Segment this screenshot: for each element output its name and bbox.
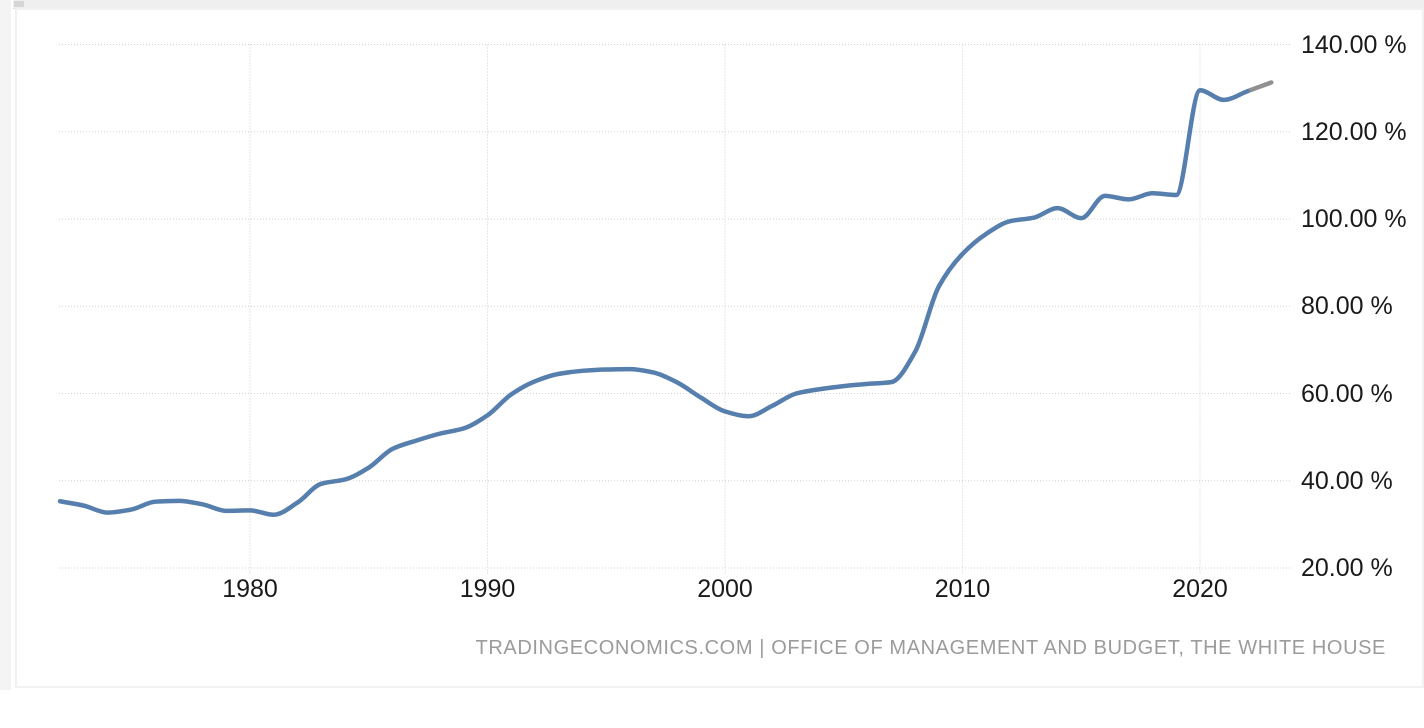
x-axis-label: 1990 xyxy=(459,575,516,603)
debt-to-gdp-forecast-line xyxy=(1245,80,1274,94)
chart-attribution: TRADINGECONOMICS.COM | OFFICE OF MANAGEM… xyxy=(475,637,1386,659)
horizontal-scrollbar-thumb[interactable] xyxy=(14,1,24,7)
y-axis-label: 40.00 % xyxy=(1301,466,1393,495)
y-axis-label: 20.00 % xyxy=(1301,554,1393,582)
y-axis-label: 60.00 % xyxy=(1301,379,1393,408)
gridlines xyxy=(59,44,1291,575)
x-axis-label: 1980 xyxy=(222,575,278,603)
x-axis-label: 2020 xyxy=(1172,575,1228,603)
x-axis-label: 2000 xyxy=(697,575,753,603)
debt-to-gdp-actual-line xyxy=(57,88,1250,518)
y-axis-label: 100.00 % xyxy=(1301,205,1407,233)
page-left-gutter xyxy=(0,0,11,690)
y-axis-label: 140.00 % xyxy=(1301,30,1407,59)
y-axis-label: 120.00 % xyxy=(1301,117,1407,146)
y-axis-label: 80.00 % xyxy=(1301,292,1393,321)
x-axis-label: 2010 xyxy=(934,575,991,603)
